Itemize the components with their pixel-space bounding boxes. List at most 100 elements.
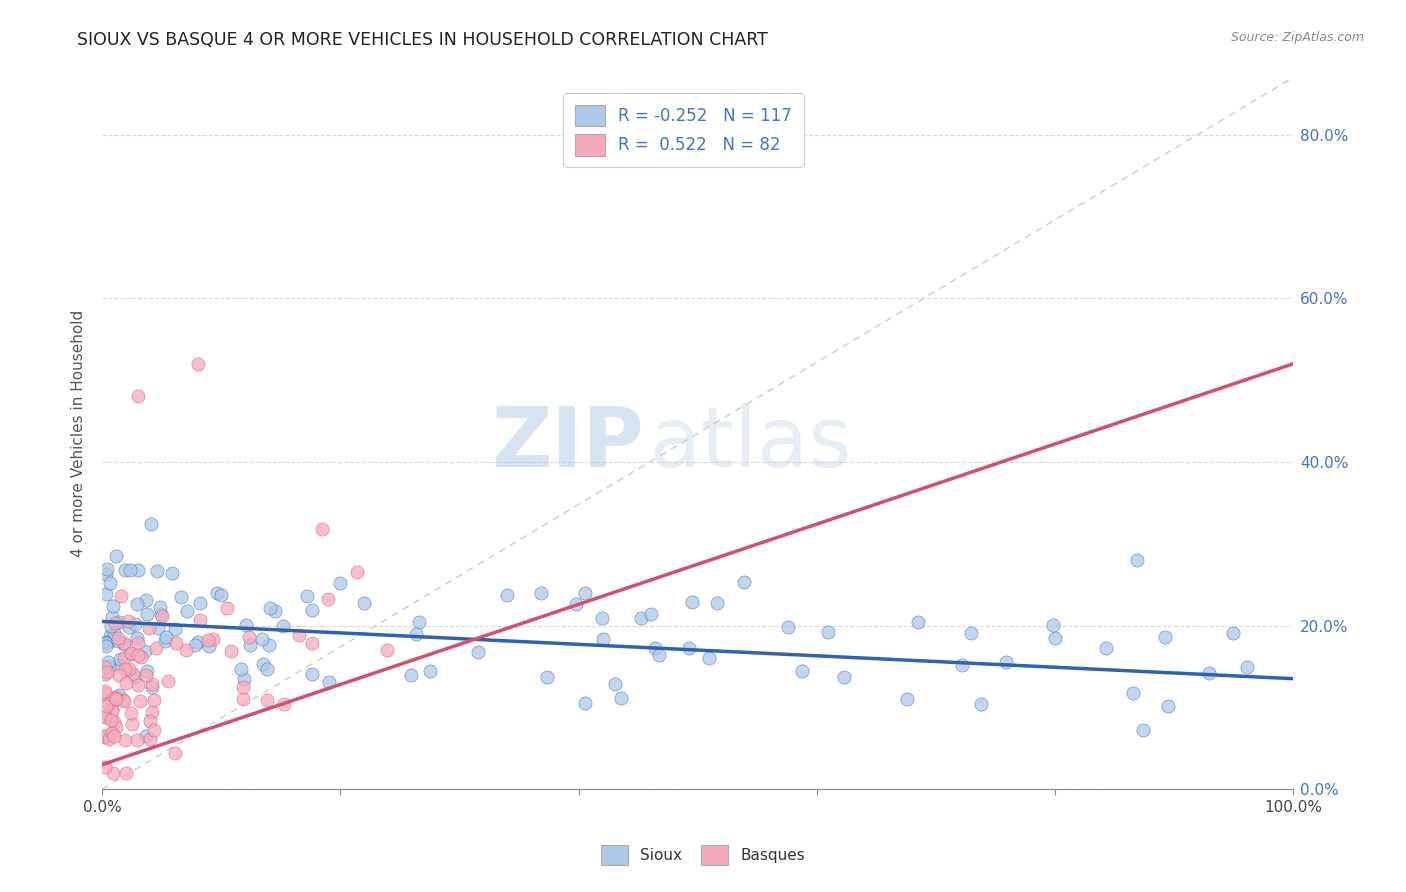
Point [149,607,172,621]
Point [229,662,252,676]
Point [135,729,157,743]
Point [136,665,159,679]
Point [301,667,323,681]
Point [124,616,146,631]
Point [96,665,118,680]
Point [165,622,187,636]
Point [94,684,117,698]
Point [96,562,118,576]
Point [1094,641,1116,656]
Point [1153,630,1175,644]
Point [94,635,117,649]
Point [121,717,143,731]
Point [153,634,176,648]
Point [678,640,700,655]
Point [301,602,323,616]
Point [112,651,135,665]
Point [640,607,662,621]
Point [101,599,124,614]
Point [907,615,929,629]
Point [591,611,613,625]
Point [135,607,157,621]
Point [155,630,177,644]
Point [536,670,558,684]
Point [467,645,489,659]
Point [118,620,141,634]
Point [257,638,280,652]
Point [142,723,165,737]
Point [94,587,117,601]
Text: SIOUX VS BASQUE 4 OR MORE VEHICLES IN HOUSEHOLD CORRELATION CHART: SIOUX VS BASQUE 4 OR MORE VEHICLES IN HO… [77,31,768,49]
Point [232,680,254,694]
Point [100,713,122,727]
Point [733,575,755,590]
Point [101,701,124,715]
Point [353,596,375,610]
Point [125,631,148,645]
Point [165,636,187,650]
Point [101,704,124,718]
Point [111,692,134,706]
Point [648,648,671,663]
Point [107,631,129,645]
Point [98,634,121,648]
Point [107,633,129,648]
Y-axis label: 4 or more Vehicles in Household: 4 or more Vehicles in Household [72,310,86,557]
Text: ZIP: ZIP [492,403,644,484]
Point [120,706,142,720]
Point [198,639,221,653]
Point [108,667,131,681]
Point [960,625,983,640]
Point [232,692,254,706]
Point [141,705,163,719]
Point [592,632,614,646]
Point [117,614,139,628]
Point [238,630,260,644]
Point [145,641,167,656]
Point [399,667,422,681]
Point [98,576,121,591]
Point [124,670,146,684]
Point [135,667,157,681]
Point [610,691,633,706]
Point [100,619,122,633]
Point [94,636,117,650]
Point [97,655,120,669]
Point [142,693,165,707]
Point [94,639,117,653]
Point [235,617,257,632]
Point [112,637,135,651]
Point [114,733,136,747]
Point [120,646,142,660]
Point [114,765,136,780]
Point [950,658,973,673]
Point [93,760,115,774]
Point [1198,665,1220,680]
Point [273,698,295,712]
Point [202,632,225,647]
Point [127,678,149,692]
Point [163,746,186,760]
Point [197,633,219,648]
Point [96,699,118,714]
Point [105,690,128,704]
Point [122,667,145,681]
Point [574,696,596,710]
Point [574,586,596,600]
Point [217,600,239,615]
Point [146,564,169,578]
Point [1043,631,1066,645]
Point [98,731,121,746]
Point [114,563,136,577]
Point [288,628,311,642]
Point [108,652,131,666]
Point [232,672,254,686]
Point [93,686,115,700]
Point [346,565,368,579]
Point [187,634,209,648]
Point [221,644,243,658]
Point [1122,685,1144,699]
Point [104,615,127,630]
Point [110,589,132,603]
Point [706,597,728,611]
